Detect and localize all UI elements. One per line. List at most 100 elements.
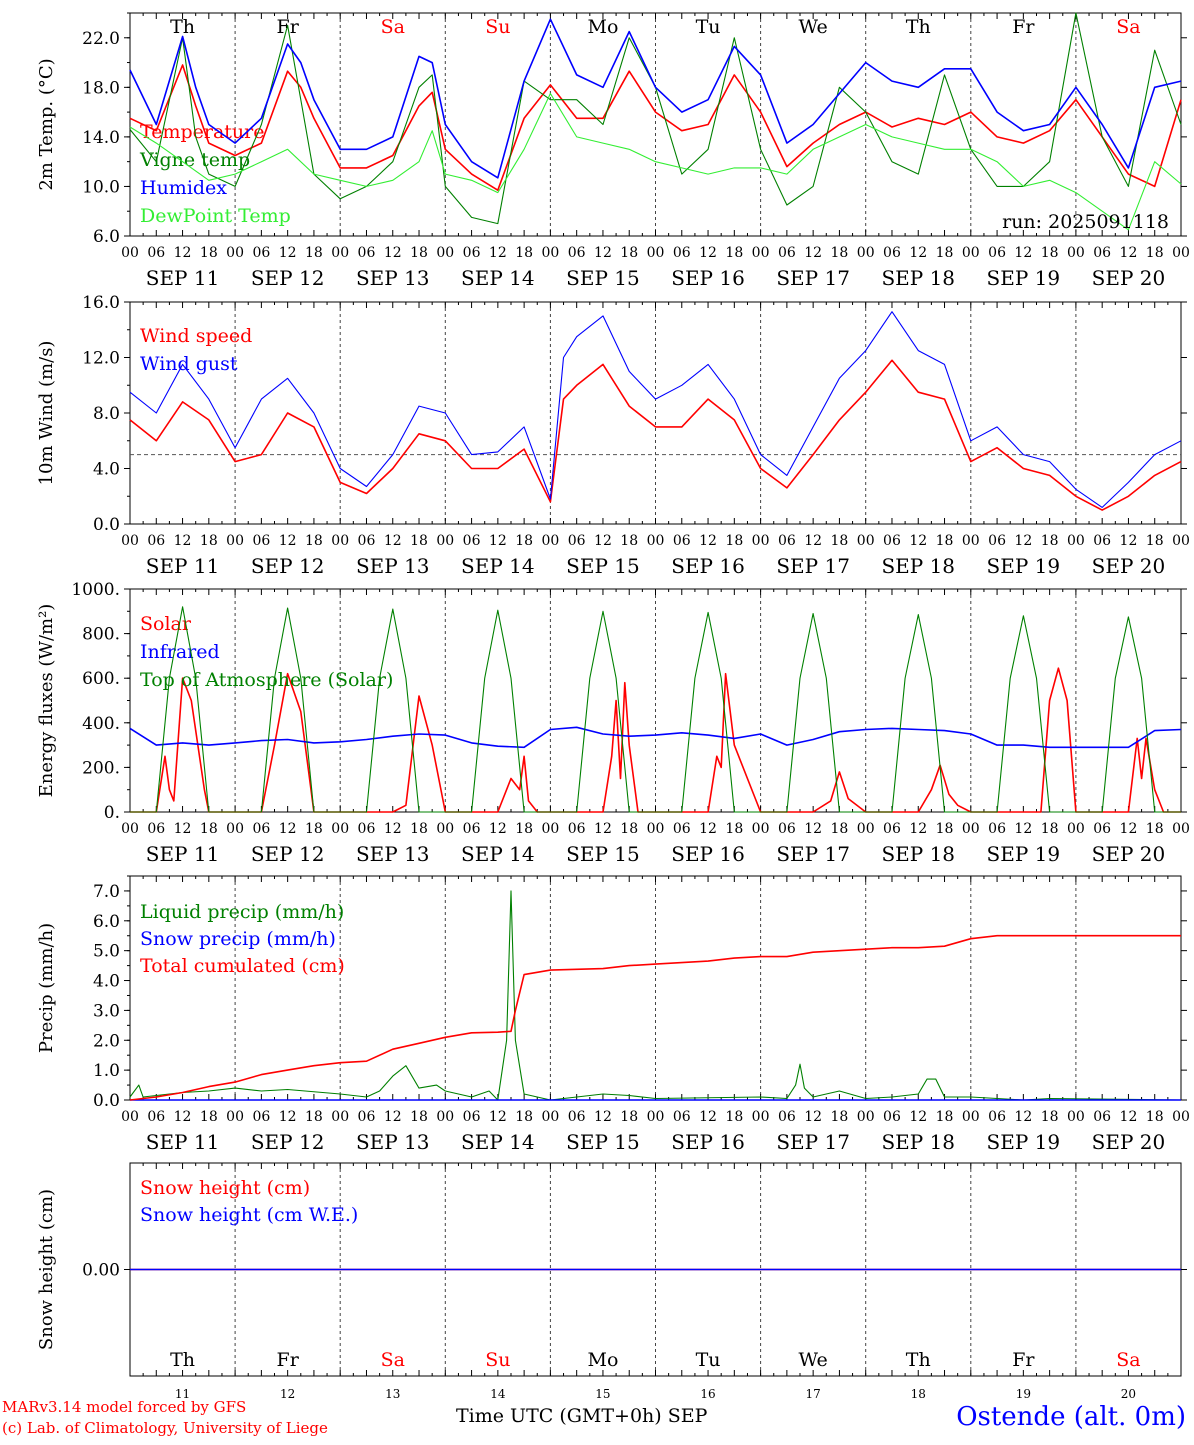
panel4-hour-label: 06 bbox=[1093, 1109, 1111, 1125]
panel1-hour-label: 18 bbox=[305, 245, 323, 261]
panel3-hour-label: 18 bbox=[200, 821, 218, 837]
panel3-hour-label: 00 bbox=[647, 821, 665, 837]
panel4-series-line bbox=[129, 934, 1181, 1101]
panel4-hour-label: 00 bbox=[541, 1109, 559, 1125]
panel4-hour-label: 18 bbox=[305, 1109, 323, 1125]
panel2-hour-label: 06 bbox=[673, 533, 691, 549]
panel1-hour-label: 12 bbox=[384, 245, 402, 261]
panel1-y-tick-label: 18.0 bbox=[82, 78, 120, 98]
panel2-hour-label: 18 bbox=[200, 533, 218, 549]
panel3-hour-label: 18 bbox=[515, 821, 533, 837]
panel3-date-label: SEP 14 bbox=[461, 842, 535, 866]
panel2-date-label: SEP 11 bbox=[146, 554, 220, 578]
panel1-hour-label: 12 bbox=[174, 245, 192, 261]
panel3-hour-label: 00 bbox=[436, 821, 454, 837]
panel3-hour-label: 00 bbox=[1067, 821, 1085, 837]
panel2-hour-label: 12 bbox=[1120, 533, 1138, 549]
panel2-date-label: SEP 13 bbox=[356, 554, 430, 578]
panel5-day-number: 13 bbox=[385, 1387, 400, 1401]
panel3-date-label: SEP 20 bbox=[1092, 842, 1166, 866]
run-label: run: 2025091118 bbox=[1002, 211, 1169, 233]
panel2-date-label: SEP 20 bbox=[1092, 554, 1166, 578]
panel3-y-tick-label: 1000. bbox=[71, 580, 120, 600]
panel1-hour-label: 00 bbox=[647, 245, 665, 261]
panel4-hour-label: 12 bbox=[384, 1109, 402, 1125]
panel1-date-label: SEP 17 bbox=[776, 266, 850, 290]
panel1-day-abbr: Th bbox=[170, 16, 195, 38]
panel4-hour-label: 00 bbox=[1067, 1109, 1085, 1125]
panel3-hour-label: 12 bbox=[489, 821, 507, 837]
panel4-hour-label: 18 bbox=[725, 1109, 743, 1125]
panel2-hour-label: 18 bbox=[410, 533, 428, 549]
panel3-frame bbox=[129, 588, 1182, 813]
panel2-hour-label: 12 bbox=[279, 533, 297, 549]
panel4-hour-label: 06 bbox=[778, 1109, 796, 1125]
panel4-date-label: SEP 16 bbox=[671, 1130, 745, 1154]
panel2-y-axis-label: 10m Wind (m/s) bbox=[36, 341, 57, 486]
panel5-day-abbr: Th bbox=[170, 1349, 195, 1371]
panel2-hour-label: 00 bbox=[647, 533, 665, 549]
panel1-hour-label: 06 bbox=[673, 245, 691, 261]
panel4-hour-label: 06 bbox=[673, 1109, 691, 1125]
panel4-hour-label: 12 bbox=[699, 1109, 717, 1125]
panel1-hour-label: 12 bbox=[279, 245, 297, 261]
panel3-hour-label: 18 bbox=[1146, 821, 1164, 837]
panel1-day-abbr: Fr bbox=[1012, 16, 1035, 38]
panel1-hour-label: 06 bbox=[883, 245, 901, 261]
panel2-hour-label: 00 bbox=[752, 533, 770, 549]
panel3-hour-label: 00 bbox=[752, 821, 770, 837]
panel4-hour-label: 18 bbox=[200, 1109, 218, 1125]
panel1-hour-label: 00 bbox=[331, 245, 349, 261]
panel5-legend-entry: Snow height (cm W.E.) bbox=[140, 1204, 358, 1226]
panel5-day-abbr: Th bbox=[906, 1349, 931, 1371]
panel1-day-abbr: Su bbox=[485, 16, 510, 38]
panel2-hour-label: 06 bbox=[463, 533, 481, 549]
panel3-y-tick-label: 0. bbox=[104, 803, 120, 823]
panel5-day-abbr: Su bbox=[485, 1349, 510, 1371]
panel4-date-label: SEP 20 bbox=[1092, 1130, 1166, 1154]
panel4-hour-label: 18 bbox=[410, 1109, 428, 1125]
panel1-legend-entry: Vigne temp bbox=[139, 149, 250, 171]
footer-credit: (c) Lab. of Climatology, University of L… bbox=[2, 1419, 328, 1437]
panel1-hour-label: 00 bbox=[226, 245, 244, 261]
panel1-hour-label: 00 bbox=[857, 245, 875, 261]
panel3-hour-label: 06 bbox=[568, 821, 586, 837]
panel3-hour-label: 18 bbox=[305, 821, 323, 837]
panel4-hour-label: 12 bbox=[279, 1109, 297, 1125]
panel1-date-label: SEP 11 bbox=[146, 266, 220, 290]
panel2-hour-label: 06 bbox=[358, 533, 376, 549]
panel2-hour-label: 18 bbox=[1041, 533, 1059, 549]
panel2-hour-label: 18 bbox=[831, 533, 849, 549]
panel1-hour-label: 18 bbox=[1041, 245, 1059, 261]
panel2-series-line bbox=[129, 359, 1182, 511]
panel5-legend-entry: Snow height (cm) bbox=[140, 1177, 310, 1199]
panel1-hour-label: 00 bbox=[962, 245, 980, 261]
time-axis-title: Time UTC (GMT+0h) bbox=[456, 1405, 662, 1427]
panel3-hour-label: 00 bbox=[857, 821, 875, 837]
panel2-date-label: SEP 12 bbox=[251, 554, 325, 578]
panel4-date-label: SEP 14 bbox=[461, 1130, 535, 1154]
panel1-date-label: SEP 20 bbox=[1092, 266, 1166, 290]
panel3-hour-label: 00 bbox=[962, 821, 980, 837]
panel2-legend-entry: Wind gust bbox=[140, 353, 238, 375]
panel2-hour-label: 06 bbox=[988, 533, 1006, 549]
panel1-legend-entry: Temperature bbox=[140, 121, 264, 143]
panel3-date-label: SEP 13 bbox=[356, 842, 430, 866]
panel1-series-line bbox=[129, 18, 1182, 179]
panel5-day-number: 19 bbox=[1016, 1387, 1031, 1401]
panel1-hour-label: 18 bbox=[1146, 245, 1164, 261]
panel4-hour-label: 00 bbox=[647, 1109, 665, 1125]
panel2-hour-label: 06 bbox=[1093, 533, 1111, 549]
panel1-hour-label: 06 bbox=[463, 245, 481, 261]
panel4-hour-label: 06 bbox=[147, 1109, 165, 1125]
panel4-y-tick-label: 1.0 bbox=[93, 1061, 120, 1081]
panel5-day-abbr: Sa bbox=[1116, 1349, 1140, 1371]
panel2-hour-label: 06 bbox=[568, 533, 586, 549]
panel1-frame bbox=[129, 12, 1182, 237]
panel1-series-line bbox=[129, 64, 1182, 191]
month-label: SEP bbox=[667, 1405, 708, 1427]
panel2-hour-label: 00 bbox=[541, 533, 559, 549]
panel1-y-tick-label: 22.0 bbox=[82, 29, 120, 49]
panel4-hour-label: 00 bbox=[1172, 1109, 1190, 1125]
